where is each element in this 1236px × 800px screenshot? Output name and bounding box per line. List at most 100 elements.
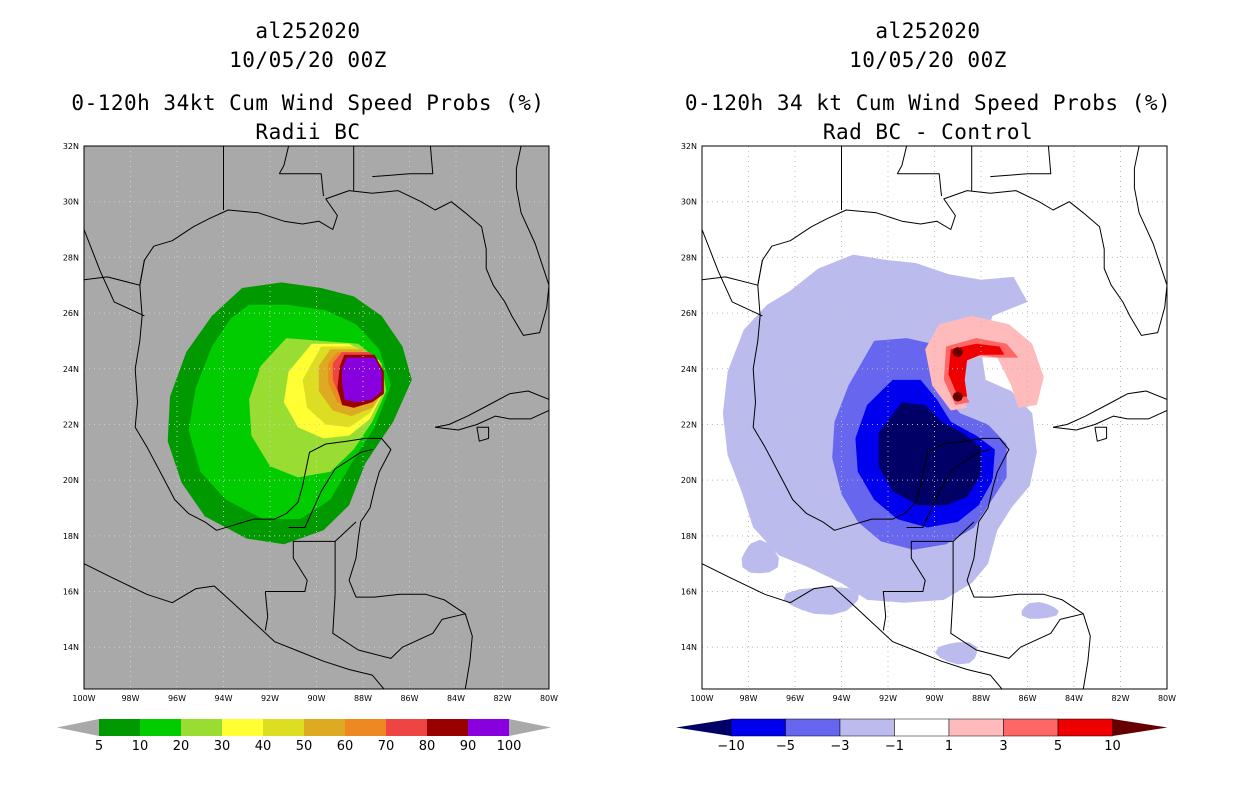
x-tick-94W: 94W <box>832 694 850 703</box>
coastline-1 <box>134 260 473 689</box>
y-tick-28N: 28N <box>63 253 79 262</box>
right-title-product: 0-120h 34 kt Cum Wind Speed Probs (%) <box>684 91 1172 115</box>
diff-blob-7 <box>902 196 940 218</box>
colorbar-swatch-1 <box>140 719 181 736</box>
map-frame <box>83 145 550 690</box>
y-tick-18N: 18N <box>63 532 79 541</box>
y-tick-20N: 20N <box>63 476 79 485</box>
coastline-3 <box>702 229 763 317</box>
x-tick-96W: 96W <box>168 694 186 703</box>
colorbar-high-arrow <box>1112 719 1168 736</box>
colorbar-swatch-3 <box>222 719 263 736</box>
x-tick-90W: 90W <box>307 694 325 703</box>
x-tick-86W: 86W <box>1018 694 1036 703</box>
coastline-2 <box>702 563 1003 689</box>
left-title-subtitle: Radii BC <box>255 120 361 144</box>
colorbar-label-90: 90 <box>460 739 477 754</box>
y-tick-30N: 30N <box>681 198 697 207</box>
left-title-storm: al252020 <box>255 19 361 43</box>
y-tick-20N: 20N <box>681 476 697 485</box>
colorbar-label-20: 20 <box>173 739 190 754</box>
gridlines <box>84 146 549 689</box>
y-tick-26N: 26N <box>63 309 79 318</box>
y-tick-16N: 16N <box>63 588 79 597</box>
colorbar-label-10: 10 <box>1104 739 1121 754</box>
colorbar-label-30: 30 <box>214 739 231 754</box>
diff-contour-3 <box>878 402 981 506</box>
colorbar-swatch-6 <box>1057 718 1113 737</box>
x-tick-98W: 98W <box>121 694 139 703</box>
coastline-10 <box>1094 426 1108 442</box>
y-tick-22N: 22N <box>63 420 79 429</box>
colorbar-label-10: 10 <box>132 739 149 754</box>
y-tick-32N: 32N <box>63 142 79 151</box>
x-tick-80W: 80W <box>540 694 558 703</box>
x-tick-80W: 80W <box>1158 694 1176 703</box>
y-tick-16N: 16N <box>681 588 697 597</box>
diff-blob-6 <box>952 391 963 402</box>
colorbar-label-80: 80 <box>419 739 436 754</box>
colorbar-high-arrow <box>509 719 551 736</box>
diff-blob-4 <box>1020 346 1035 364</box>
right-map-panel: 100W 98W 96W 94W 92W 90W 88W 86W 84W 82W 80W 32N 30N… <box>681 142 1176 703</box>
colorbar-label-50: 50 <box>296 739 313 754</box>
coastline-10 <box>476 426 490 442</box>
coastlines <box>702 146 1167 689</box>
x-tick-86W: 86W <box>400 694 418 703</box>
left-title-date: 10/05/20 00Z <box>229 48 387 72</box>
coastline-7 <box>332 594 466 659</box>
diff-blob-0 <box>783 586 859 615</box>
coastline-6 <box>906 449 991 528</box>
colorbar-label-1: 1 <box>945 739 953 754</box>
coastline-9 <box>1053 410 1167 431</box>
colorbar-swatch-0 <box>99 719 140 736</box>
colorbar-label-3: 3 <box>999 739 1007 754</box>
map-clipped-layer <box>84 146 549 689</box>
colorbar-swatch-2 <box>839 718 895 737</box>
diff-blob-5 <box>952 347 963 358</box>
y-tick-14N: 14N <box>63 643 79 652</box>
y-tick-26N: 26N <box>681 309 697 318</box>
prob-contour-90 <box>342 357 382 403</box>
colorbar-swatch-4 <box>263 719 304 736</box>
left-title-product: 0-120h 34kt Cum Wind Speed Probs (%) <box>71 91 545 115</box>
y-tick-24N: 24N <box>681 365 697 374</box>
coastline-5 <box>952 521 975 542</box>
coastline-2 <box>84 563 385 689</box>
colorbar-swatch-9 <box>468 719 509 736</box>
left-map-panel: 100W 98W 96W 94W 92W 90W 88W 86W 84W 82W 80W 32N 30N… <box>63 142 558 703</box>
coastline-8 <box>435 390 549 428</box>
colorbar-swatch-2 <box>181 719 222 736</box>
colorbar-swatch-3 <box>894 718 950 737</box>
colorbar-swatch-5 <box>1003 718 1059 737</box>
coastline-8 <box>1053 390 1167 428</box>
x-tick-88W: 88W <box>354 694 372 703</box>
left-chart-title: al252020 10/05/20 00Z 0-120h 34kt Cum Wi… <box>28 17 588 147</box>
colorbar-label-60: 60 <box>337 739 354 754</box>
colorbar-label--1: −1 <box>885 739 904 754</box>
x-tick-84W: 84W <box>447 694 465 703</box>
coastline-1 <box>752 260 1091 689</box>
coastline-3 <box>84 229 145 317</box>
colorbar-label--3: −3 <box>830 739 849 754</box>
right-title-storm: al252020 <box>875 19 981 43</box>
colorbar-label-100: 100 <box>497 739 522 754</box>
x-tick-82W: 82W <box>493 694 511 703</box>
x-tick-98W: 98W <box>739 694 757 703</box>
coastline-0 <box>702 146 1167 336</box>
x-tick-92W: 92W <box>261 694 279 703</box>
x-tick-96W: 96W <box>786 694 804 703</box>
right-title-subtitle: Rad BC - Control <box>822 120 1034 144</box>
colorbar-label--10: −10 <box>717 739 744 754</box>
colorbar-swatch-7 <box>386 719 427 736</box>
y-tick-32N: 32N <box>681 142 697 151</box>
state-border-4 <box>896 146 908 175</box>
colorbar-swatch-4 <box>948 718 1004 737</box>
state-border-3 <box>372 146 434 178</box>
y-tick-14N: 14N <box>681 643 697 652</box>
coastline-7 <box>950 594 1084 659</box>
coastline-9 <box>435 410 549 431</box>
x-tick-92W: 92W <box>879 694 897 703</box>
colorbar-label--5: −5 <box>776 739 795 754</box>
x-tick-88W: 88W <box>972 694 990 703</box>
